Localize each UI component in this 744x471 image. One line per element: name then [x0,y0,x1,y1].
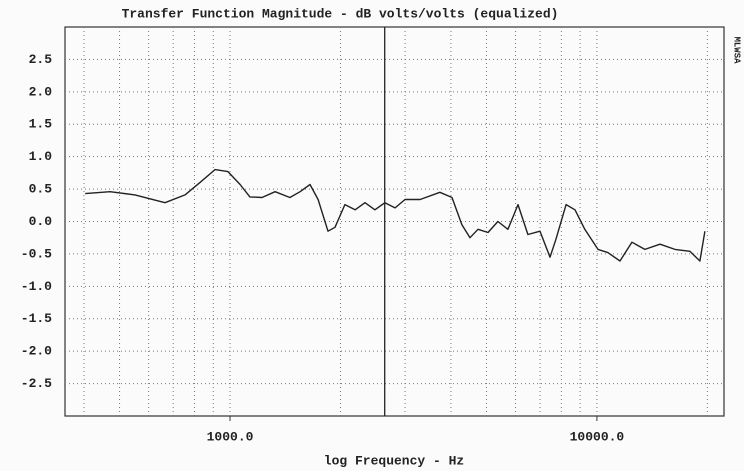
y-tick-label: 1.5 [29,117,53,132]
x-tick-label: 1000.0 [207,429,254,444]
x-axis-label: log Frequency - Hz [324,453,464,468]
y-tick-label: 1.0 [29,149,53,164]
y-tick-label: -2.5 [21,376,52,391]
y-tick-label: -2.0 [21,344,52,359]
data-line [85,168,706,262]
y-tick-label: 0.5 [29,182,53,197]
y-tick-label: 2.0 [29,84,53,99]
chart-title: Transfer Function Magnitude - dB volts/v… [122,6,559,21]
side-label: MLWSA [732,36,742,64]
y-tick-label: -1.0 [21,279,52,294]
x-tick-label: 10000.0 [570,429,625,444]
y-tick-label: -0.5 [21,246,52,261]
y-tick-label: 0.0 [29,214,53,229]
y-tick-label: 2.5 [29,52,53,67]
y-tick-label: -1.5 [21,311,52,326]
